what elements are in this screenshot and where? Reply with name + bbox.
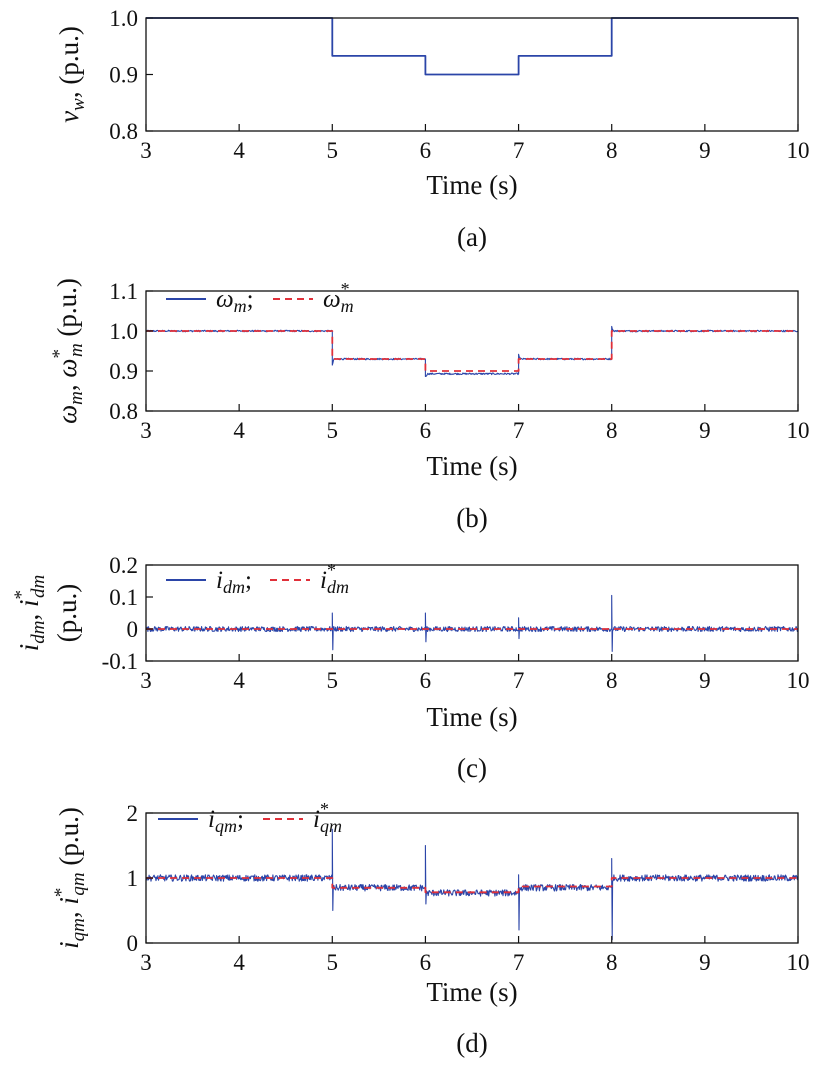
ticks-layer-b: 3 4 5 6 7 8 9 10 0.8 0.9 1.0 1.1 (109, 279, 809, 443)
legend-label-omega-m: ωm; (216, 286, 254, 316)
y-tick-label-c-0: 0 (127, 617, 139, 642)
ticks-layer-c: 3 4 5 6 7 8 9 10 -0.1 0 0.1 0.2 (102, 553, 810, 693)
x-tick-label-a-6: 6 (420, 138, 432, 163)
x-tick-label-c-10: 10 (787, 668, 810, 693)
series-a-measured-line (146, 17, 798, 76)
plot-frame-c (145, 564, 799, 662)
series-d-reference-line (146, 877, 798, 894)
x-tick-label-c-8: 8 (606, 668, 618, 693)
x-tick-label-c-7: 7 (513, 668, 525, 693)
series-d-measured-line (145, 828, 799, 941)
x-tick-label-d-9: 9 (699, 950, 711, 975)
y-tick-label-b-0.8: 0.8 (109, 399, 138, 424)
caption-b: (b) (456, 503, 487, 533)
x-tick-label-a-9: 9 (699, 138, 711, 163)
x-tick-label-a-10: 10 (787, 138, 810, 163)
xlabel-c: Time (s) (426, 702, 517, 732)
x-tick-label-d-6: 6 (420, 950, 432, 975)
caption-c: (c) (457, 753, 487, 783)
legend-d: iqm; i* qm (158, 799, 342, 836)
x-tick-label-c-9: 9 (699, 668, 711, 693)
caption-a: (a) (457, 222, 487, 252)
x-tick-label-a-7: 7 (513, 138, 525, 163)
y-tick-label-a-0.8: 0.8 (109, 119, 138, 144)
x-tick-label-b-8: 8 (606, 418, 618, 443)
y-tick-label-c--0.1: -0.1 (102, 649, 138, 674)
ylabel-c-line1: idm, i*dm (11, 575, 49, 652)
x-tick-label-b-5: 5 (327, 418, 339, 443)
y-tick-label-c-0.2: 0.2 (109, 553, 138, 578)
xlabel-b: Time (s) (426, 451, 517, 481)
series-layer-b (145, 325, 799, 378)
ylabel-a: vw, (p.u.) (54, 26, 89, 123)
legend-label-i-qm: iqm; (208, 806, 244, 836)
y-tick-label-b-1.0: 1.0 (109, 319, 138, 344)
ticks-layer-a: 3 4 5 6 7 8 9 10 0.8 0.9 1.0 (109, 6, 809, 163)
y-tick-label-b-1.1: 1.1 (109, 279, 138, 304)
x-tick-label-c-6: 6 (420, 668, 432, 693)
y-tick-label-b-0.9: 0.9 (109, 359, 138, 384)
x-tick-label-a-4: 4 (233, 138, 245, 163)
x-tick-label-d-8: 8 (606, 950, 618, 975)
series-b-reference-line (146, 330, 798, 372)
x-tick-label-d-10: 10 (787, 950, 810, 975)
ylabel-b: ωm, ω*m (p.u.) (49, 278, 87, 424)
x-tick-label-c-3: 3 (140, 668, 152, 693)
x-tick-label-b-3: 3 (140, 418, 152, 443)
x-tick-label-a-3: 3 (140, 138, 152, 163)
x-tick-label-d-3: 3 (140, 950, 152, 975)
panel-a: 3 4 5 6 7 8 9 10 0.8 0.9 1.0 vw, (p.u.) Time (s) (… (54, 6, 810, 252)
plot-frame-b (145, 290, 799, 412)
xlabel-d: Time (s) (426, 977, 517, 1007)
y-tick-label-a-1.0: 1.0 (109, 6, 138, 31)
legend-label-i-qm-ref: i* qm (313, 799, 342, 836)
legend-c: idm; i* dm (166, 560, 349, 597)
x-tick-label-c-5: 5 (327, 668, 339, 693)
x-tick-label-a-5: 5 (327, 138, 339, 163)
x-tick-label-a-8: 8 (606, 138, 618, 163)
ylabel-d: iqm, i*qm (p.u.) (51, 807, 89, 949)
y-tick-label-d-0: 0 (127, 931, 139, 956)
y-tick-label-c-0.1: 0.1 (109, 585, 138, 610)
x-tick-label-b-9: 9 (699, 418, 711, 443)
x-tick-label-d-5: 5 (327, 950, 339, 975)
x-tick-label-b-10: 10 (787, 418, 810, 443)
x-tick-label-d-7: 7 (513, 950, 525, 975)
panel-c: 3 4 5 6 7 8 9 10 -0.1 0 0.1 0.2 idm; i* dm idm, i*dm… (11, 553, 810, 783)
series-layer-d (145, 828, 799, 941)
series-layer-a (146, 17, 798, 76)
series-c-measured-line (145, 594, 799, 652)
x-tick-label-b-4: 4 (233, 418, 245, 443)
series-layer-c (145, 594, 799, 652)
legend-label-omega-m-ref: ω* m (323, 279, 354, 316)
y-tick-label-d-1: 1 (127, 866, 139, 891)
panel-b: 3 4 5 6 7 8 9 10 0.8 0.9 1.0 1.1 ωm; ω* m ωm, ω*m (p… (49, 278, 810, 533)
legend-label-i-dm: idm; (216, 567, 252, 597)
legend-b: ωm; ω* m (166, 279, 354, 316)
series-b-measured-line (145, 325, 799, 378)
x-tick-label-c-4: 4 (233, 668, 245, 693)
legend-label-i-dm-ref: i* dm (320, 560, 349, 597)
ylabel-c-line2: (p.u.) (52, 584, 82, 642)
y-tick-label-a-0.9: 0.9 (109, 63, 138, 88)
caption-d: (d) (456, 1028, 487, 1058)
ticks-layer-d: 3 4 5 6 7 8 9 10 0 1 2 (127, 801, 810, 975)
xlabel-a: Time (s) (426, 170, 517, 200)
x-tick-label-b-6: 6 (420, 418, 432, 443)
y-tick-label-d-2: 2 (127, 801, 139, 826)
x-tick-label-b-7: 7 (513, 418, 525, 443)
x-tick-label-d-4: 4 (233, 950, 245, 975)
